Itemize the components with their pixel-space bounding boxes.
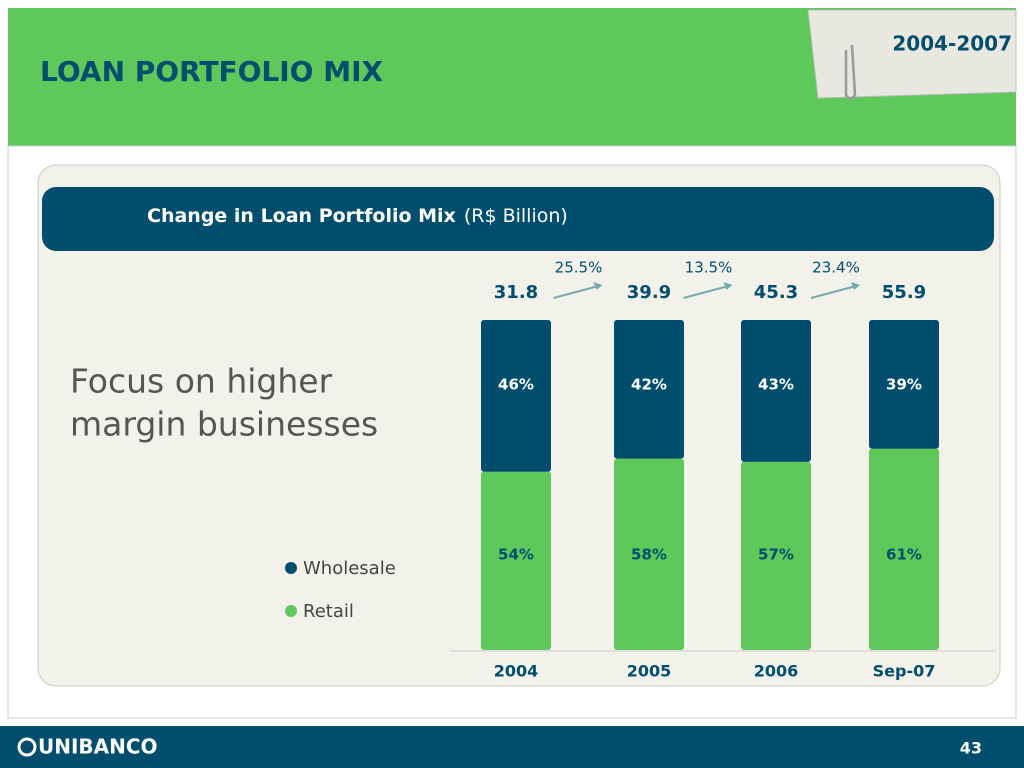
bar-segment bbox=[869, 448, 939, 650]
paper-clip bbox=[844, 44, 857, 100]
data-label: 46% bbox=[498, 376, 534, 394]
note-paper bbox=[807, 9, 1017, 99]
bar-segment bbox=[481, 320, 551, 472]
bar-segment bbox=[869, 320, 939, 449]
bar-segment bbox=[481, 471, 551, 650]
side-text: margin businesses bbox=[70, 405, 378, 444]
growth-label: 23.4% bbox=[812, 259, 860, 277]
x-tick-label: 2005 bbox=[627, 662, 672, 681]
data-label: 39% bbox=[886, 376, 922, 394]
total-label: 55.9 bbox=[882, 282, 926, 303]
logo: UNIBANCO bbox=[38, 735, 158, 759]
x-tick-label: 2006 bbox=[754, 662, 799, 681]
data-label: 42% bbox=[631, 376, 667, 394]
data-label: 58% bbox=[631, 546, 667, 564]
data-label: 61% bbox=[886, 546, 922, 564]
title-text: Change in Loan Portfolio Mix bbox=[147, 205, 456, 227]
logo-icon bbox=[17, 737, 37, 757]
footer bbox=[0, 726, 1024, 768]
legend-swatch bbox=[285, 605, 297, 617]
data-label: 43% bbox=[758, 376, 794, 394]
growth-arrow bbox=[553, 285, 599, 299]
side-text: Focus on higher bbox=[70, 362, 333, 401]
chart-header bbox=[42, 187, 994, 251]
x-tick-label: Sep-07 bbox=[873, 662, 936, 681]
legend-label: Retail bbox=[303, 601, 354, 622]
x-tick-label: 2004 bbox=[494, 662, 539, 681]
slide-title: LOAN PORTFOLIO MIX bbox=[40, 55, 383, 88]
legend-swatch bbox=[285, 562, 297, 574]
total-label: 31.8 bbox=[494, 282, 538, 303]
bar-segment bbox=[614, 320, 684, 459]
legend-label: Wholesale bbox=[303, 558, 396, 579]
growth-label: 25.5% bbox=[555, 259, 603, 277]
total-label: 39.9 bbox=[627, 282, 671, 303]
growth-arrowhead bbox=[593, 282, 603, 290]
growth-arrow bbox=[683, 285, 729, 299]
period: 2004-2007 bbox=[892, 32, 1012, 56]
total-label: 45.3 bbox=[754, 282, 798, 303]
subtitle-text: (R$ Billion) bbox=[464, 205, 568, 227]
chart-title: Change in Loan Portfolio Mix (R$ Billion) bbox=[147, 205, 568, 227]
bar-segment bbox=[614, 458, 684, 650]
data-label: 57% bbox=[758, 546, 794, 564]
growth-arrow bbox=[810, 285, 857, 299]
bar-segment bbox=[741, 461, 811, 650]
bar-segment bbox=[741, 320, 811, 462]
growth-arrowhead bbox=[851, 282, 860, 290]
growth-arrowhead bbox=[723, 282, 733, 290]
data-label: 54% bbox=[498, 546, 534, 564]
growth-label: 13.5% bbox=[685, 259, 733, 277]
page-number: 43 bbox=[960, 739, 982, 758]
